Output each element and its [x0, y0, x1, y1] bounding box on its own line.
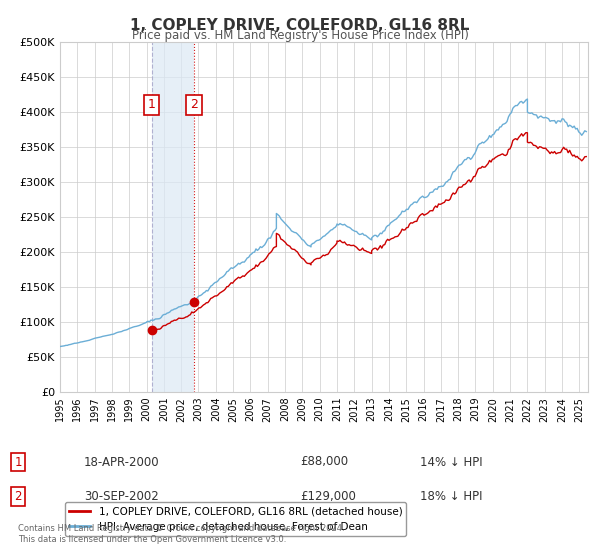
Text: £129,000: £129,000	[300, 490, 356, 503]
Text: 1: 1	[14, 455, 22, 469]
Text: Contains HM Land Registry data © Crown copyright and database right 2024.: Contains HM Land Registry data © Crown c…	[18, 524, 344, 533]
Text: 1, COPLEY DRIVE, COLEFORD, GL16 8RL: 1, COPLEY DRIVE, COLEFORD, GL16 8RL	[130, 18, 470, 33]
Text: 2: 2	[14, 490, 22, 503]
Text: 14% ↓ HPI: 14% ↓ HPI	[420, 455, 482, 469]
Bar	[152, 42, 194, 392]
Text: 2: 2	[190, 99, 198, 111]
Text: This data is licensed under the Open Government Licence v3.0.: This data is licensed under the Open Gov…	[18, 535, 286, 544]
Text: 18% ↓ HPI: 18% ↓ HPI	[420, 490, 482, 503]
Text: 1: 1	[148, 99, 155, 111]
Text: 18-APR-2000: 18-APR-2000	[84, 455, 160, 469]
Text: £88,000: £88,000	[300, 455, 348, 469]
Text: 30-SEP-2002: 30-SEP-2002	[84, 490, 159, 503]
Text: Price paid vs. HM Land Registry's House Price Index (HPI): Price paid vs. HM Land Registry's House …	[131, 29, 469, 42]
Legend: 1, COPLEY DRIVE, COLEFORD, GL16 8RL (detached house), HPI: Average price, detach: 1, COPLEY DRIVE, COLEFORD, GL16 8RL (det…	[65, 502, 406, 536]
